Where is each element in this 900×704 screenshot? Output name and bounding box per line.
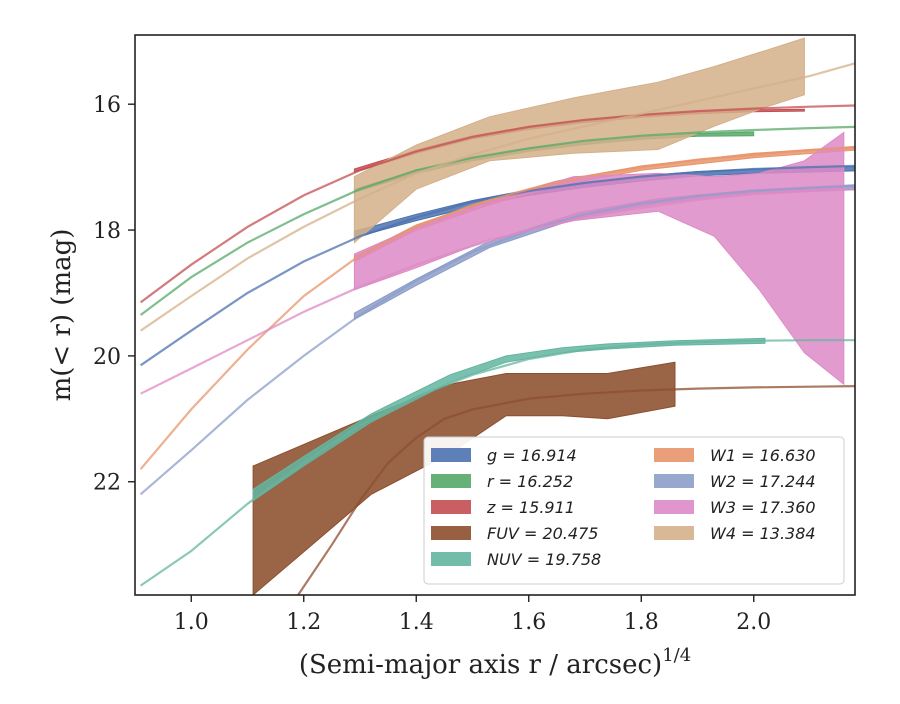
legend-swatch-r bbox=[431, 474, 471, 488]
legend-label-fuv: FUV = 20.475 bbox=[487, 524, 598, 543]
axes-layer: 1.0 1.2 1.4 1.6 1.8 2.0 16 18 20 22 (Semi-major ax… bbox=[47, 34, 856, 680]
legend-swatch-w2 bbox=[654, 474, 694, 488]
legend-swatch-w4 bbox=[654, 526, 694, 540]
legend-swatch-g bbox=[431, 448, 471, 462]
band-nuv bbox=[252, 337, 766, 502]
legend-label-w3: W3 = 17.360 bbox=[710, 498, 816, 517]
band-fuv bbox=[252, 361, 676, 595]
legend: g = 16.914 r = 16.252 z = 15.911 FUV = 20.4… bbox=[423, 436, 845, 585]
legend-swatch-nuv bbox=[431, 552, 471, 566]
y-tick-label: 20 bbox=[93, 345, 121, 370]
x-axis-label: (Semi-major axis r / arcsec)1/4 bbox=[299, 645, 691, 680]
x-tick-label: 2.0 bbox=[736, 610, 771, 635]
curve-nuv bbox=[139, 339, 855, 587]
y-tick-label: 22 bbox=[93, 471, 121, 496]
curve-fuv bbox=[297, 385, 855, 595]
legend-label-z: z = 15.911 bbox=[486, 498, 575, 517]
curve-w1 bbox=[139, 146, 855, 470]
band-w3 bbox=[353, 131, 845, 386]
legend-label-nuv: NUV = 19.758 bbox=[487, 550, 601, 569]
legend-label-g: g = 16.914 bbox=[487, 446, 577, 465]
legend-swatch-w1 bbox=[654, 448, 694, 462]
x-tick-label: 1.2 bbox=[286, 610, 321, 635]
legend-label-w4: W4 = 13.384 bbox=[710, 524, 816, 543]
x-tick-label: 1.6 bbox=[511, 610, 546, 635]
x-tick-label: 1.8 bbox=[624, 610, 659, 635]
curve-z bbox=[139, 104, 855, 304]
legend-box bbox=[423, 436, 845, 585]
legend-label-r: r = 16.252 bbox=[487, 472, 573, 491]
legend-label-w1: W1 = 16.630 bbox=[710, 446, 816, 465]
plot-frame bbox=[134, 34, 856, 596]
curves-layer bbox=[139, 62, 855, 595]
x-tick-label: 1.0 bbox=[174, 610, 209, 635]
legend-swatch-w3 bbox=[654, 500, 694, 514]
curve-w3 bbox=[140, 188, 855, 395]
curve-r bbox=[139, 125, 855, 316]
x-tick-label: 1.4 bbox=[399, 610, 434, 635]
y-tick-label: 18 bbox=[93, 219, 121, 244]
legend-swatch-fuv bbox=[431, 526, 471, 540]
y-axis-label: m(< r) (mag) bbox=[47, 229, 77, 402]
y-tick-label: 16 bbox=[93, 93, 121, 118]
legend-label-w2: W2 = 17.244 bbox=[710, 472, 816, 491]
curve-w4 bbox=[139, 62, 855, 332]
legend-swatch-z bbox=[431, 500, 471, 514]
curve-w2 bbox=[139, 184, 855, 496]
